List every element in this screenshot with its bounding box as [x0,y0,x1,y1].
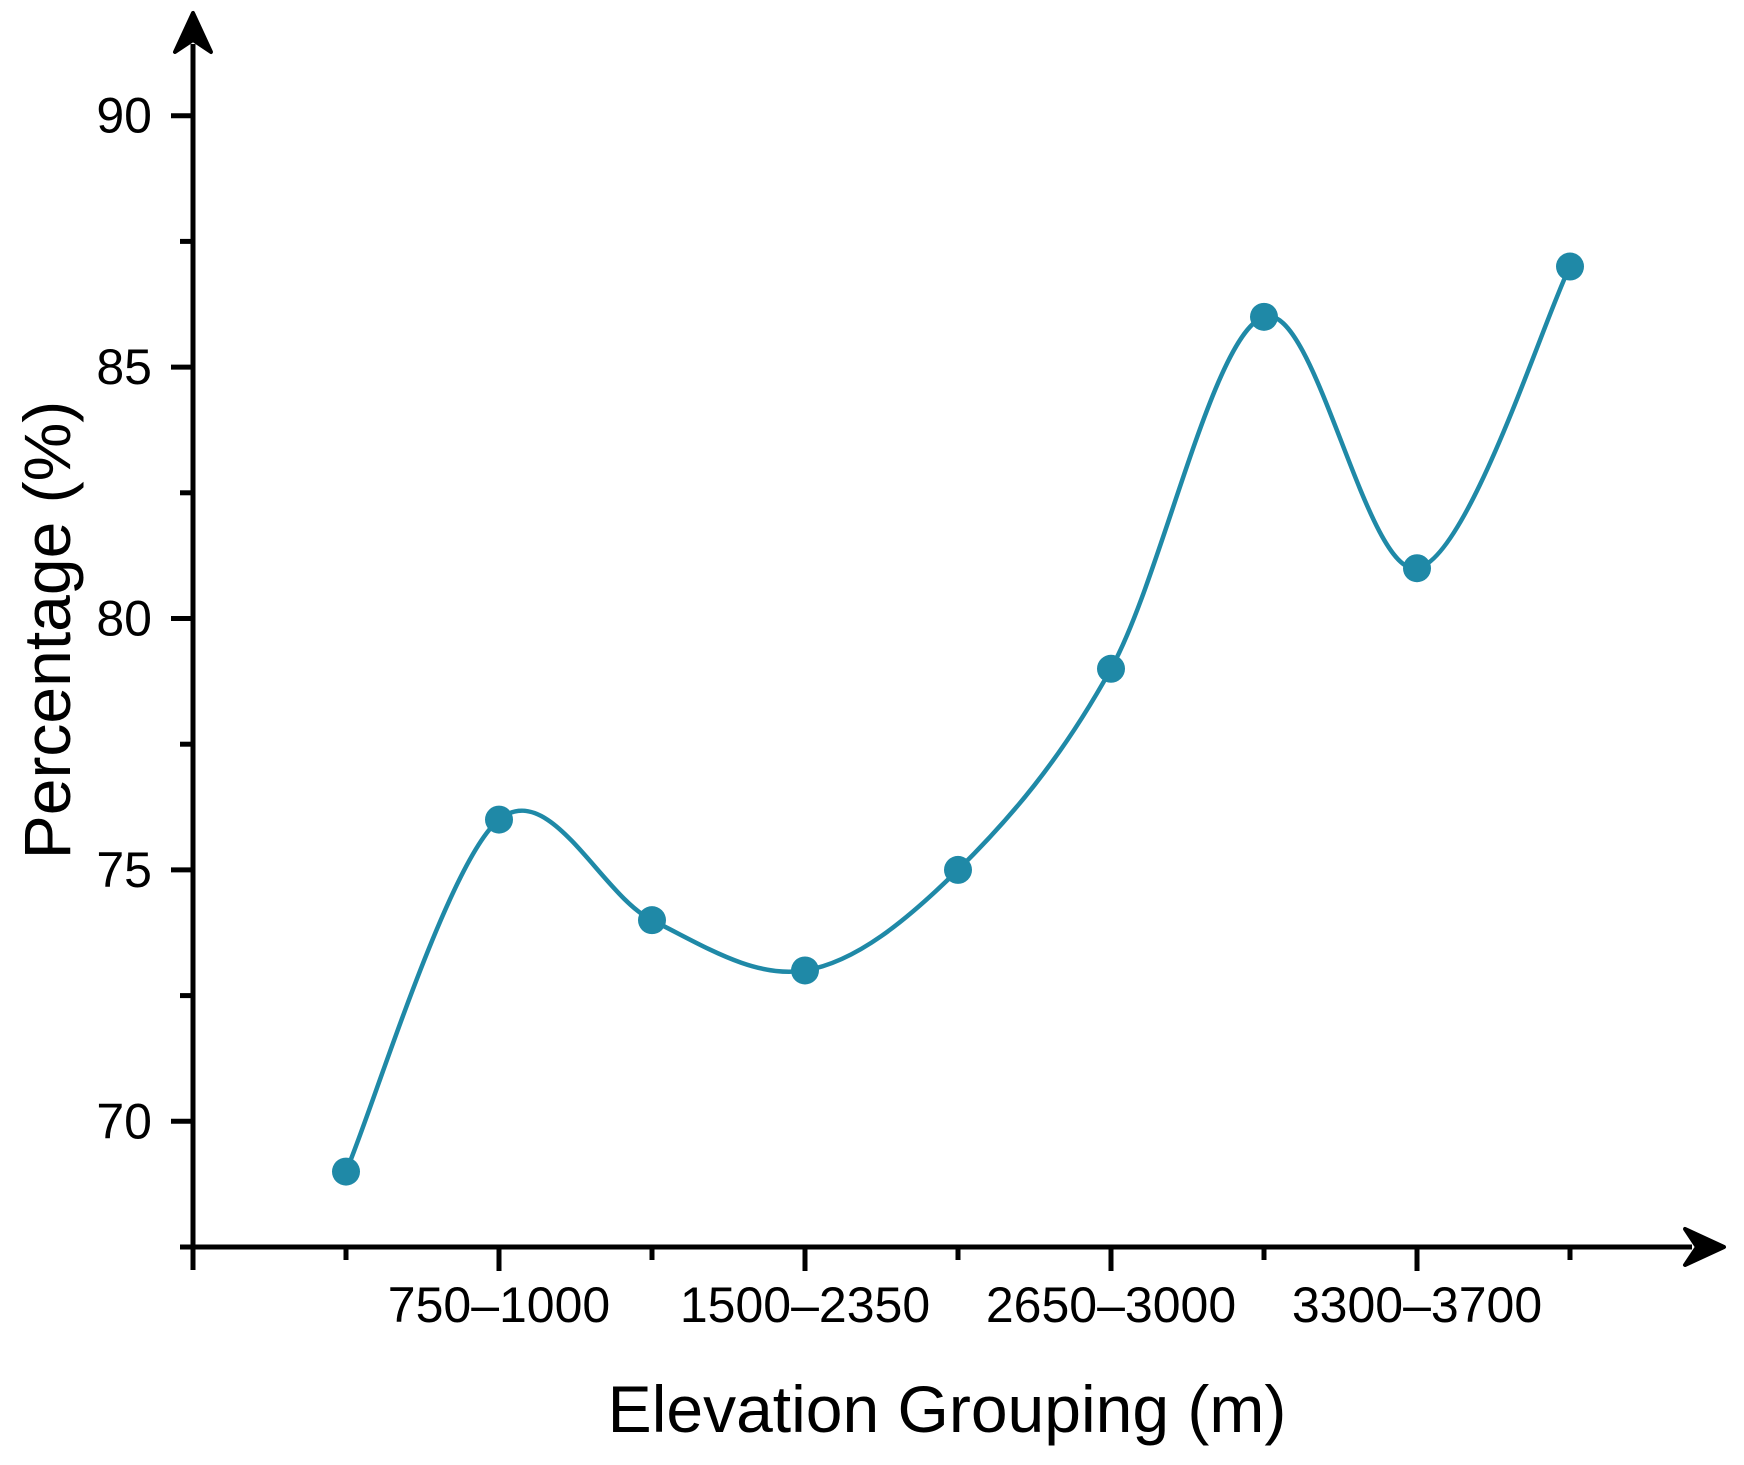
data-point-marker [1097,654,1125,683]
x-axis-ticks [343,1247,1573,1271]
x-tick-label: 3300–3700 [1292,1277,1542,1333]
x-tick-labels: 750–1000 1500–2350 2650–3000 3300–3700 [388,1277,1542,1333]
data-point-marker [1403,554,1431,583]
y-tick-label: 85 [96,339,152,395]
x-tick-label: 2650–3000 [986,1277,1236,1333]
y-tick-label: 75 [96,842,152,898]
data-point-marker [944,855,972,884]
y-axis-title: Percentage (%) [10,401,84,860]
plot-area [332,252,1584,1186]
y-tick-label: 80 [96,591,152,647]
x-axis [193,1227,1726,1271]
x-axis-title: Elevation Grouping (m) [608,1372,1287,1446]
data-point-marker [485,805,513,834]
y-axis-ticks [171,113,193,1250]
data-point-markers [332,252,1584,1186]
series-line [343,264,1573,1174]
data-point-marker [332,1157,360,1186]
y-tick-labels: 90 85 80 75 70 [96,88,152,1150]
data-point-marker [791,956,819,985]
data-point-marker [1556,252,1584,281]
x-tick-label: 750–1000 [388,1277,610,1333]
y-axis-arrow-icon [173,11,213,54]
x-tick-label: 1500–2350 [680,1277,930,1333]
data-point-marker [1250,302,1278,331]
y-tick-label: 90 [96,88,152,144]
y-tick-label: 70 [96,1093,152,1149]
y-axis [171,11,213,1270]
data-point-marker [638,906,666,935]
x-axis-arrow-icon [1683,1227,1726,1267]
